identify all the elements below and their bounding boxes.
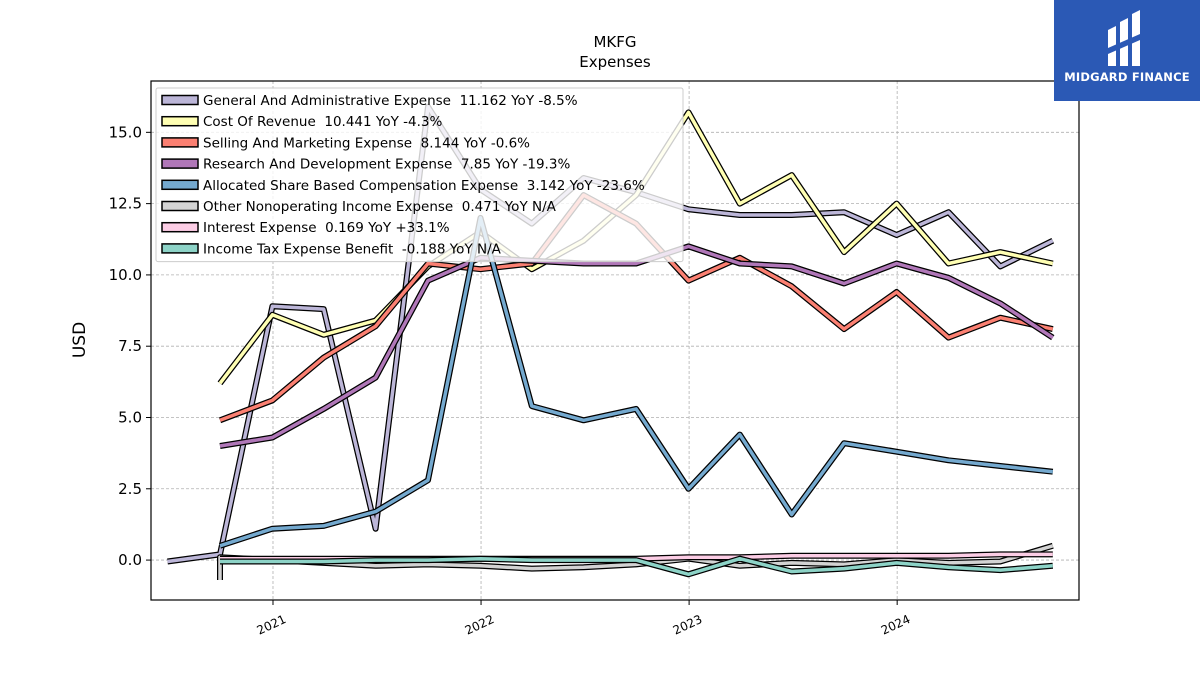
x-tick-label: 2022 (463, 612, 497, 638)
legend-swatch-1 (161, 115, 199, 127)
y-tick-label: 10.0 (109, 266, 142, 284)
series-line-4 (219, 216, 1053, 548)
series-line-3 (219, 244, 1054, 448)
legend-entry-2: Selling And Marketing Expense 8.144 YoY … (203, 135, 530, 151)
x-tick-label: 2021 (255, 612, 289, 638)
series-line-7 (220, 556, 1053, 577)
legend-swatch-5 (161, 200, 199, 212)
legend-entry-7: Income Tax Expense Benefit -0.188 YoY N/… (203, 241, 502, 257)
legend-entry-0: General And Administrative Expense 11.16… (203, 93, 578, 109)
midgard-finance-logo: MIDGARD FINANCE (1054, 0, 1200, 101)
y-tick-label: 5.0 (118, 408, 142, 426)
x-tick-label: 2024 (879, 612, 913, 638)
series-outline-4 (219, 214, 1054, 549)
legend-entry-3: Research And Development Expense 7.85 Yo… (203, 157, 570, 173)
y-tick-label: 0.0 (118, 551, 142, 569)
chart-subtitle: Expenses (579, 53, 651, 71)
y-tick-label: 7.5 (118, 337, 142, 355)
chart-title: MKFG (593, 33, 636, 51)
x-tick-label: 2023 (671, 612, 705, 638)
brand-name: MIDGARD FINANCE (1064, 70, 1190, 84)
legend-entry-1: Cost Of Revenue 10.441 YoY -4.3% (203, 114, 442, 130)
legend-box (155, 87, 684, 263)
y-tick-label: 12.5 (109, 195, 142, 213)
legend-swatch-3 (161, 158, 199, 169)
legend: General And Administrative Expense 11.16… (155, 87, 684, 263)
legend-swatch-0 (161, 94, 199, 106)
legend-entry-6: Interest Expense 0.169 YoY +33.1% (203, 220, 450, 236)
legend-swatch-6 (161, 221, 199, 233)
y-tick-label: 2.5 (118, 480, 142, 498)
legend-entry-4: Allocated Share Based Compensation Expen… (203, 178, 645, 194)
plot-frame (150, 80, 1080, 601)
midgard-logo-icon (1108, 10, 1140, 66)
y-axis-label: USD (70, 322, 90, 358)
legend-swatch-2 (161, 137, 199, 148)
legend-swatch-7 (161, 243, 199, 254)
legend-swatch-4 (161, 179, 199, 191)
y-tick-label: 15.0 (109, 123, 142, 141)
legend-entry-5: Other Nonoperating Income Expense 0.471 … (203, 199, 557, 215)
